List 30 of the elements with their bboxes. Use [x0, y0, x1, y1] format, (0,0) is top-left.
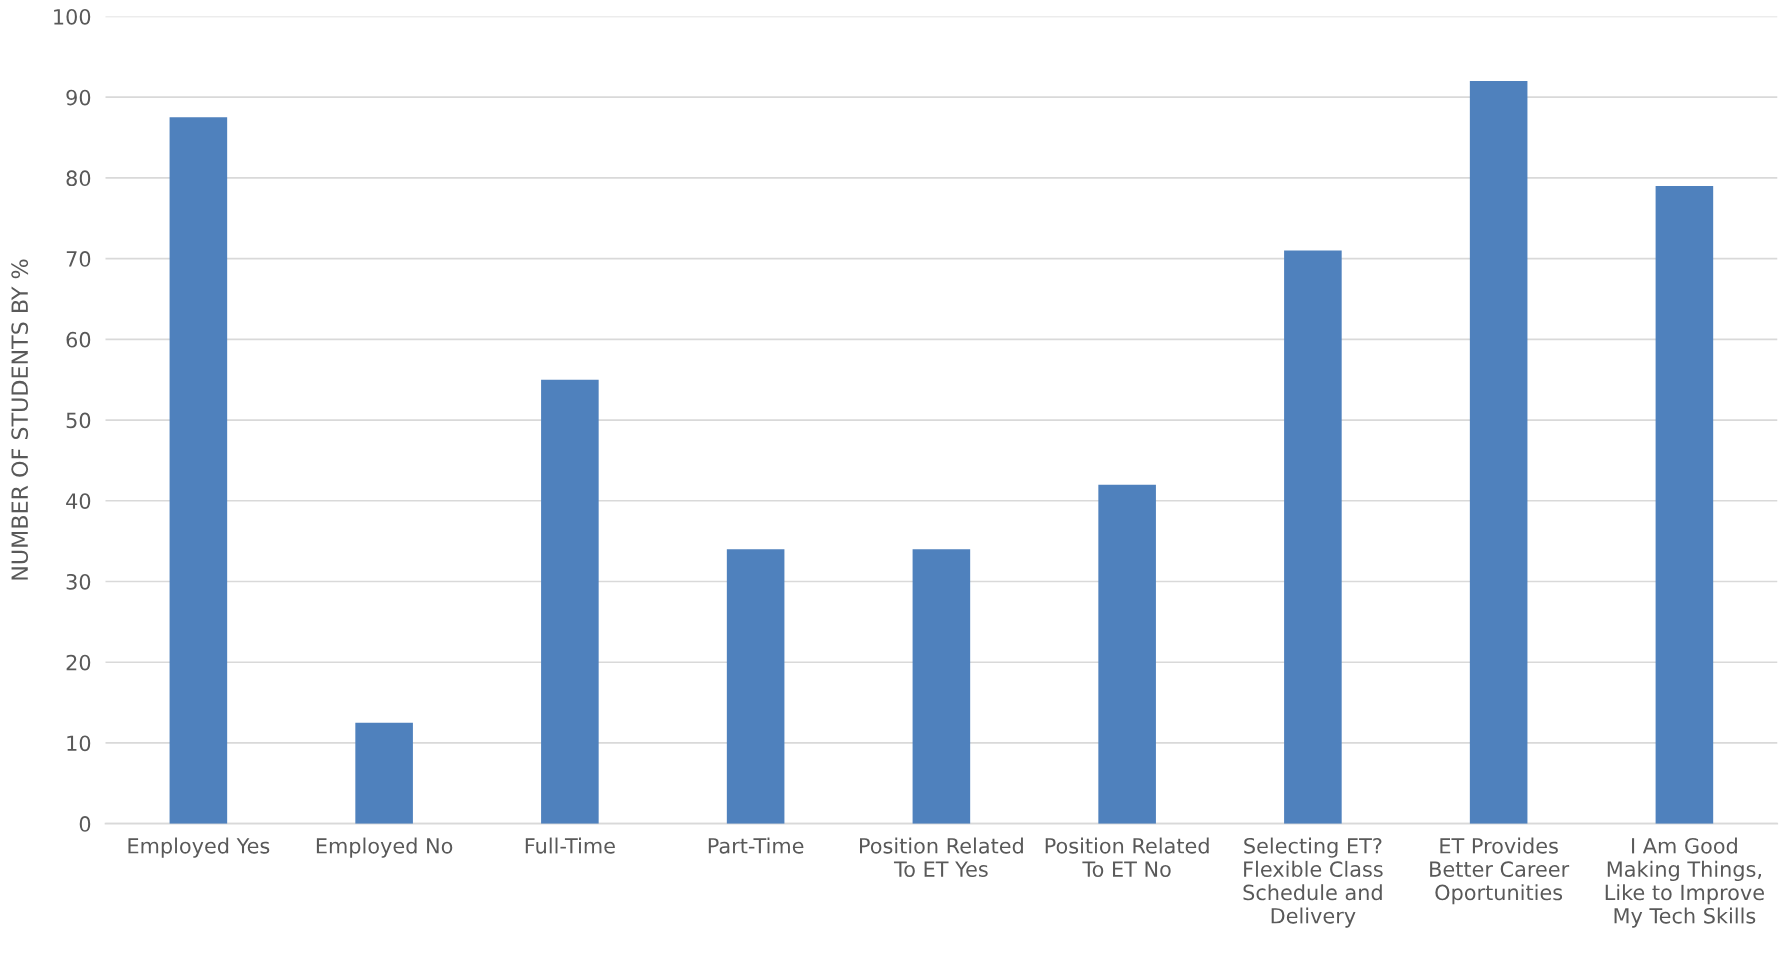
- x-tick-label: Employed Yes: [128, 837, 270, 858]
- y-axis-title: NUMBER OF STUDENTS BY %: [11, 259, 29, 580]
- x-tick-label: Position Related To ET No: [1045, 837, 1209, 877]
- x-tick-label: Part-Time: [708, 837, 804, 854]
- x-tick-label: Position Related To ET Yes: [860, 837, 1023, 877]
- x-tick-label: Selecting ET? Flexible Class Schedule and Delivery: [1243, 837, 1383, 928]
- y-tick-label: 80: [66, 170, 91, 187]
- bar: [1284, 250, 1342, 824]
- bar: [355, 722, 413, 824]
- y-tick-label: 0: [79, 816, 91, 832]
- y-tick-label: 30: [66, 573, 91, 590]
- y-tick-label: 10: [67, 735, 91, 752]
- y-tick-label: 20: [66, 654, 91, 671]
- y-tick-label: 50: [66, 412, 91, 429]
- x-tick-label: I Am Good Making Things, Like to Improve My Tech Skills: [1605, 837, 1764, 928]
- x-tick-label: Employed No: [316, 837, 453, 858]
- bar: [169, 117, 228, 824]
- y-tick-label: 100: [54, 8, 91, 25]
- y-tick-label: 40: [66, 493, 91, 509]
- bar: [1655, 185, 1714, 824]
- x-tick-label: Full-Time: [525, 837, 615, 854]
- bar: [1469, 81, 1528, 824]
- y-tick-label: 90: [66, 89, 91, 106]
- y-tick-label: 70: [66, 251, 91, 267]
- bar: [541, 379, 599, 824]
- bar: [912, 549, 971, 824]
- bar: [1098, 484, 1156, 824]
- y-tick-label: 60: [66, 331, 91, 348]
- x-tick-label: ET Provides Better Career Oportunities: [1430, 837, 1570, 905]
- bar: [726, 549, 785, 824]
